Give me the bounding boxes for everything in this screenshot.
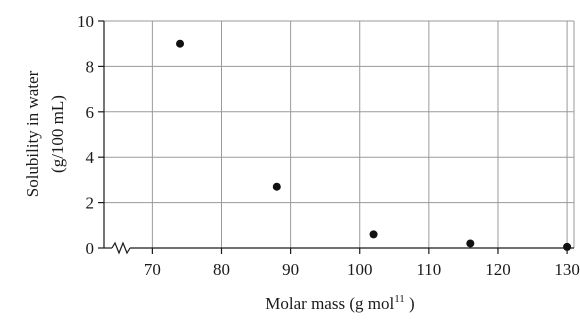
data-point — [272, 182, 281, 191]
x-tick-label: 80 — [213, 260, 230, 279]
x-axis-label: Molar mass (g mol11 ) — [265, 293, 414, 313]
tick-labels: 0 2 4 6 8 10 70 80 90 100 110 120 130 — [77, 12, 580, 279]
x-tick-label: 100 — [347, 260, 373, 279]
x-axis-label-superscript: 11 — [394, 293, 405, 305]
y-tick-label: 8 — [86, 57, 95, 76]
axis-break-mark — [111, 241, 131, 255]
y-tick-label: 0 — [86, 239, 95, 258]
y-tick-label: 4 — [86, 148, 95, 167]
grid-lines — [104, 20, 575, 248]
data-point — [466, 239, 475, 248]
x-tick-label: 90 — [282, 260, 299, 279]
x-tick-label: 70 — [144, 260, 161, 279]
axes — [98, 20, 574, 255]
x-tick-label: 130 — [554, 260, 580, 279]
y-tick-label: 6 — [86, 103, 95, 122]
x-tick-label: 120 — [485, 260, 511, 279]
y-axis-label-line2: (g/100 mL) — [48, 95, 67, 173]
y-axis-label-line1: Solubility in water — [23, 70, 42, 197]
data-point — [369, 230, 378, 239]
y-tick-label: 10 — [77, 12, 94, 31]
data-points — [176, 39, 572, 251]
data-point — [563, 242, 572, 251]
x-tick-label: 110 — [416, 260, 441, 279]
x-axis-label-end: ) — [405, 294, 415, 313]
data-point — [176, 39, 185, 48]
y-tick-label: 2 — [86, 194, 95, 213]
x-axis-label-main: Molar mass (g mol — [265, 294, 394, 313]
